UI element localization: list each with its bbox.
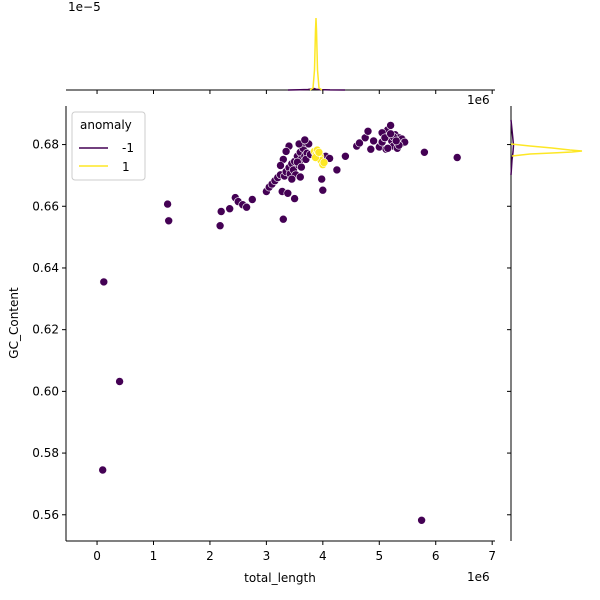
scatter-point-neg xyxy=(332,165,342,175)
x-axis-label: total_length xyxy=(244,571,316,585)
scatter-point-neg xyxy=(164,216,173,226)
top-marginal-curve-pos xyxy=(309,17,323,91)
x-ticks: 0 1 2 3 4 5 6 7 xyxy=(93,90,496,563)
scatter-point-neg xyxy=(355,138,364,148)
scatter-point-pos xyxy=(319,158,329,167)
scatter-point-neg xyxy=(452,153,462,162)
scatter-point-neg xyxy=(281,147,291,156)
scatter-point-neg xyxy=(115,377,124,386)
scatter-point-neg xyxy=(341,152,350,161)
main-scatter-axes: 0 1 2 3 4 5 6 7 0.56 0.58 0.60 0.62 0.64 0.66 0.68 to… xyxy=(7,90,511,585)
scatter-point-neg xyxy=(216,207,226,216)
scatter-point-pos xyxy=(314,148,324,157)
top-marginal-curve-neg xyxy=(287,87,346,91)
scatter-point-neg xyxy=(297,162,306,172)
legend-label-pos: 1 xyxy=(122,160,130,174)
scatter-point-neg xyxy=(363,127,373,136)
points-layer xyxy=(98,121,462,525)
legend: anomaly -1 1 xyxy=(71,111,146,181)
scatter-point-neg xyxy=(295,172,305,182)
scatter-point-neg xyxy=(369,136,378,146)
x-tick-label: 4 xyxy=(319,549,327,563)
right-marginal-offset-label: 1e6 xyxy=(467,93,490,107)
y-tick-label: 0.56 xyxy=(32,508,59,522)
x-tick-label: 1 xyxy=(150,549,158,563)
top-marginal-offset-label: 1e−5 xyxy=(68,0,101,14)
scatter-point-neg xyxy=(215,221,225,230)
scatter-point-neg xyxy=(98,465,107,475)
scatter-point-neg xyxy=(300,135,310,145)
y-ticks: 0.56 0.58 0.60 0.62 0.64 0.66 0.68 xyxy=(32,138,511,522)
x-offset-label: 1e6 xyxy=(467,570,490,584)
scatter-point-neg xyxy=(278,214,288,224)
x-tick-label: 0 xyxy=(93,549,101,563)
legend-title: anomaly xyxy=(80,118,132,132)
scatter-point-neg xyxy=(99,277,109,287)
y-tick-label: 0.64 xyxy=(32,261,59,275)
scatter-point-neg xyxy=(276,161,285,170)
scatter-point-neg xyxy=(366,144,376,154)
legend-label-neg: -1 xyxy=(122,141,134,155)
scatter-point-neg xyxy=(386,129,395,139)
scatter-point-neg xyxy=(242,202,251,212)
scatter-point-neg xyxy=(163,199,172,209)
right-marginal-density: 1e6 xyxy=(467,93,583,541)
top-marginal-density: 1e−5 xyxy=(66,0,495,91)
scatter-point-neg xyxy=(417,515,426,525)
y-tick-label: 0.62 xyxy=(32,323,59,337)
right-marginal-curve-pos xyxy=(510,143,583,157)
y-tick-label: 0.60 xyxy=(32,384,59,398)
y-axis-label: GC_Content xyxy=(7,287,21,359)
x-tick-label: 6 xyxy=(432,549,440,563)
y-tick-label: 0.66 xyxy=(32,199,59,213)
y-tick-label: 0.68 xyxy=(32,138,59,152)
scatter-point-neg xyxy=(290,194,299,203)
scatter-point-neg xyxy=(383,144,393,153)
scatter-point-neg xyxy=(317,174,327,184)
x-tick-label: 5 xyxy=(375,549,383,563)
scatter-point-neg xyxy=(318,185,328,195)
legend-box xyxy=(71,111,146,181)
scatter-point-neg xyxy=(283,189,293,198)
y-tick-label: 0.58 xyxy=(32,446,59,460)
scatter-point-neg xyxy=(391,136,401,146)
scatter-point-neg xyxy=(420,148,429,157)
scatter-point-neg xyxy=(287,174,297,184)
x-tick-label: 2 xyxy=(206,549,214,563)
scatter-point-neg xyxy=(225,204,234,213)
x-tick-label: 3 xyxy=(263,549,271,563)
x-tick-label: 7 xyxy=(488,549,496,563)
scatter-point-neg xyxy=(386,121,395,130)
scatter-point-neg xyxy=(248,195,257,204)
